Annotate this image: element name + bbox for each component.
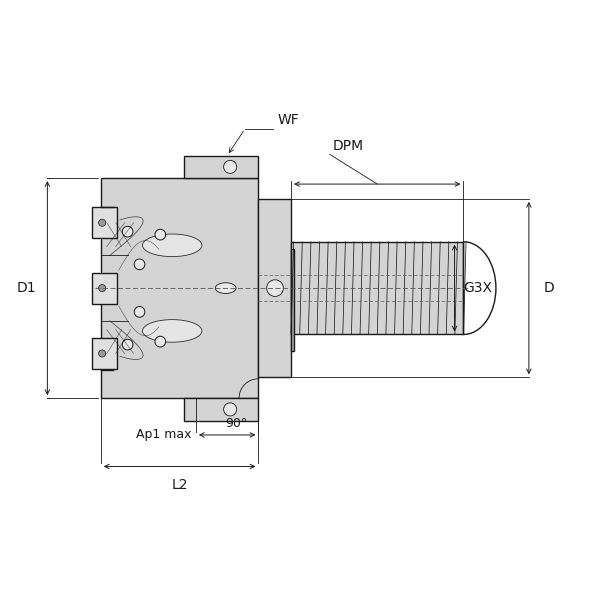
Bar: [92, 207, 117, 238]
Ellipse shape: [215, 283, 236, 293]
Text: G3X: G3X: [463, 281, 493, 295]
Text: D: D: [544, 281, 554, 295]
Ellipse shape: [142, 320, 202, 342]
Text: WF: WF: [277, 113, 299, 127]
Bar: [184, 398, 259, 421]
Bar: [259, 199, 291, 377]
Circle shape: [267, 280, 283, 296]
Bar: [291, 250, 294, 350]
Circle shape: [224, 160, 236, 173]
Text: DPM: DPM: [332, 139, 364, 152]
Text: L2: L2: [172, 478, 188, 493]
Circle shape: [122, 226, 133, 237]
Circle shape: [98, 350, 106, 357]
Circle shape: [155, 336, 166, 347]
Bar: [101, 178, 259, 398]
Bar: [291, 242, 463, 334]
Ellipse shape: [142, 234, 202, 257]
Circle shape: [224, 403, 236, 416]
Text: D1: D1: [17, 281, 37, 295]
Circle shape: [122, 339, 133, 350]
Bar: [184, 155, 259, 178]
Circle shape: [98, 219, 106, 226]
Circle shape: [134, 307, 145, 317]
Circle shape: [98, 284, 106, 292]
Text: 90°: 90°: [226, 417, 248, 430]
Circle shape: [134, 259, 145, 269]
Text: Ap1 max: Ap1 max: [136, 428, 191, 442]
Bar: [92, 338, 117, 369]
Bar: [92, 272, 117, 304]
Circle shape: [155, 229, 166, 240]
